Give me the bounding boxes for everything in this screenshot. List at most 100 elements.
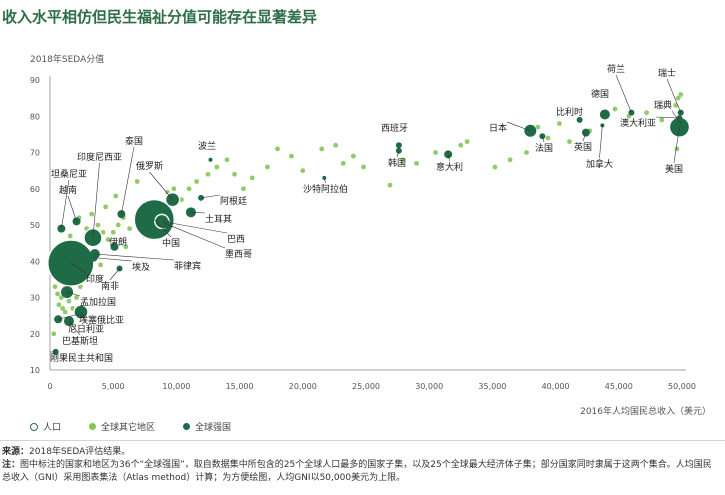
country-label: 埃塞俄比亚 — [79, 314, 124, 326]
dark-green-dot-icon — [183, 423, 191, 430]
x-tick-label: 35,000 — [478, 382, 506, 391]
leader-line — [94, 253, 175, 261]
leader-line — [323, 177, 326, 184]
country-label: 荷兰 — [607, 63, 625, 75]
country-label: 日本 — [489, 122, 507, 134]
country-label: 菲律宾 — [174, 260, 201, 272]
other-country-point — [232, 171, 237, 177]
y-axis-label: 2018年SEDA分值 — [30, 55, 105, 65]
country-label: 阿根廷 — [220, 195, 247, 207]
country-label: 德国 — [591, 88, 609, 100]
other-country-point — [77, 284, 83, 290]
country-label: 孟加拉国 — [80, 296, 116, 308]
other-country-point — [62, 309, 68, 315]
leader-line — [615, 74, 632, 113]
axis-layer: 0 5,000 10,000 15,000 20,000 25,000 30,000 35,0… — [30, 76, 696, 391]
leader-line — [673, 127, 680, 164]
other-country-point — [319, 146, 325, 152]
other-country-point — [458, 142, 464, 148]
leader-line — [66, 291, 81, 297]
major-country-point — [208, 157, 213, 162]
source-label: 来源： — [2, 447, 30, 457]
other-country-point — [464, 139, 470, 145]
note-label: 注： — [2, 460, 21, 470]
country-label: 加拿大 — [586, 158, 613, 170]
leader-line — [92, 162, 100, 238]
major-points-layer — [47, 109, 691, 355]
other-country-point — [194, 179, 200, 184]
other-country-point — [51, 331, 57, 337]
other-country-point — [100, 229, 106, 235]
leader-line — [70, 262, 87, 274]
legend-item-other: 全球其它地区 — [89, 420, 155, 433]
leader-line — [190, 212, 206, 214]
x-tick-label: 0 — [47, 382, 52, 391]
other-country-point — [105, 237, 111, 242]
other-country-point — [567, 139, 572, 145]
x-tick-label: 5,000 — [102, 382, 125, 391]
leader-line — [149, 171, 173, 200]
country-label: 澳大利亚 — [620, 117, 656, 129]
other-country-point — [249, 175, 255, 181]
major-country-point — [599, 109, 610, 120]
other-country-point — [186, 186, 192, 192]
leader-line — [61, 179, 70, 229]
country-label: 墨西哥 — [225, 249, 252, 260]
leader-line — [201, 194, 221, 199]
other-country-point — [67, 233, 73, 239]
source-text: 2018年SEDA评估结果。 — [29, 447, 131, 457]
other-country-point — [265, 164, 270, 170]
other-country-point — [433, 150, 438, 155]
other-country-point — [507, 157, 513, 163]
other-country-point — [333, 142, 339, 148]
other-country-point — [205, 171, 211, 177]
other-country-point — [110, 229, 116, 235]
other-country-point — [60, 305, 66, 311]
y-tick-label: 50 — [30, 221, 40, 230]
other-country-point — [55, 291, 60, 297]
country-label: 中国 — [162, 237, 180, 249]
country-label: 泰国 — [125, 135, 143, 147]
other-country-point — [275, 146, 280, 152]
other-country-point — [113, 193, 119, 199]
country-label: 南非 — [101, 280, 119, 292]
leader-lines-layer — [49, 74, 682, 353]
country-label: 美国 — [665, 163, 683, 175]
country-label: 意大利 — [436, 161, 463, 173]
other-country-point — [127, 226, 133, 232]
hollow-circle-icon — [30, 422, 38, 431]
country-label: 比利时 — [556, 106, 583, 118]
leader-line — [542, 136, 545, 143]
other-country-point — [95, 222, 101, 228]
other-country-point — [89, 211, 95, 217]
other-country-point — [171, 186, 177, 192]
source-note: 来源：2018年SEDA评估结果。 — [2, 446, 720, 459]
country-label: 西班牙 — [381, 122, 408, 134]
country-label: 法国 — [535, 142, 553, 154]
other-country-point — [361, 164, 366, 170]
other-country-point — [115, 222, 121, 228]
other-country-point — [58, 295, 64, 300]
country-label: 瑞典 — [654, 99, 672, 111]
legend-label-population: 人口 — [43, 423, 62, 433]
other-country-point — [492, 164, 498, 170]
x-tick-label: 25,000 — [352, 382, 380, 391]
country-label: 土耳其 — [205, 213, 232, 225]
x-tick-label: 30,000 — [415, 382, 443, 391]
leader-line — [506, 121, 531, 132]
chart-title: 收入水平相仿但民生福祉分值可能存在显著差异 — [2, 8, 318, 26]
other-country-point — [300, 168, 306, 174]
x-axis-label: 2016年人均国民总收入（美元） — [580, 407, 711, 417]
leader-line — [447, 154, 450, 162]
country-label: 刚果民主共和国 — [50, 352, 113, 364]
other-country-point — [66, 298, 72, 304]
major-country-point — [110, 242, 119, 251]
leader-line — [58, 313, 80, 320]
major-country-point — [576, 116, 583, 123]
leader-line — [599, 125, 603, 159]
other-country-point — [52, 284, 58, 290]
country-label: 尼日利亚 — [68, 323, 104, 335]
other-country-point — [134, 179, 140, 184]
